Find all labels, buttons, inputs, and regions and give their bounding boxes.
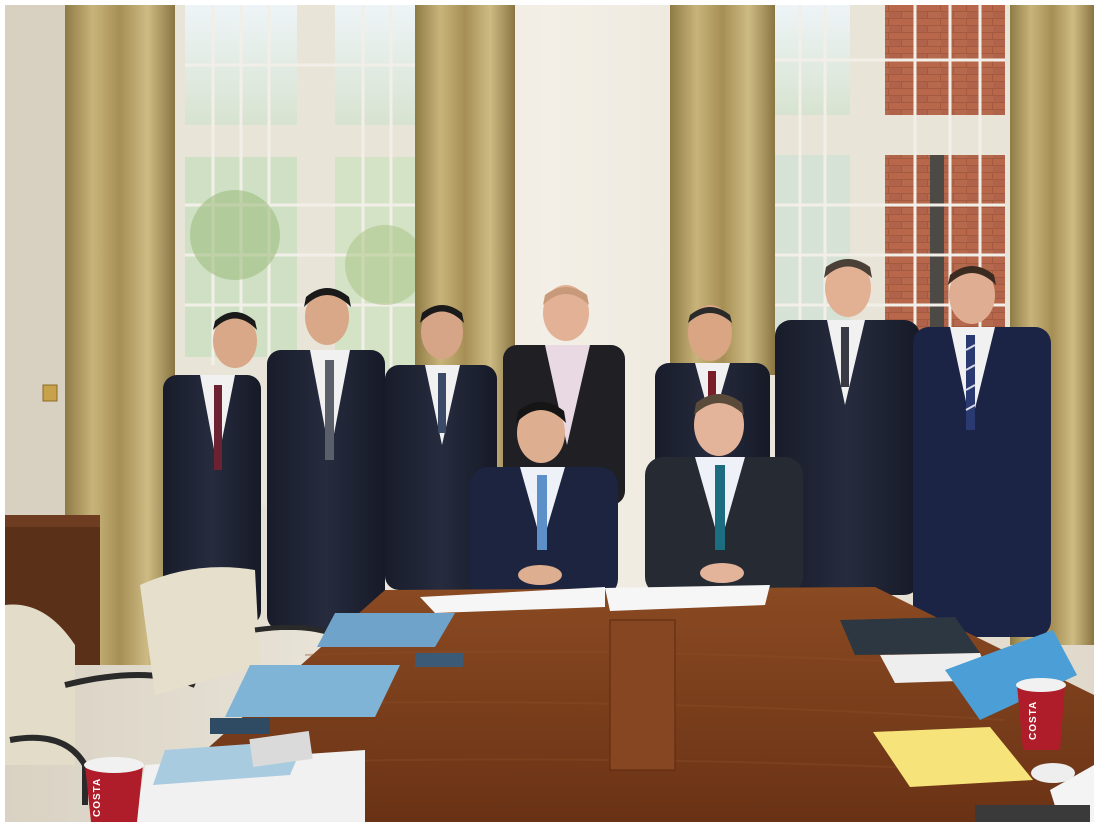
saucer [1031,763,1075,783]
sideboard-top [5,515,100,527]
table-center-panel [609,619,676,771]
cup-right: COSTA [1016,678,1066,750]
yellow-paper [873,727,1033,787]
person-standing-1 [163,312,261,625]
wall-switch [42,384,58,402]
person-standing-3 [385,305,497,590]
person-standing-7 [913,266,1051,637]
person-seated-left [470,402,618,597]
calculator [249,730,313,768]
seated-group [470,394,803,597]
photo-canvas: COSTA COSTA [5,5,1094,822]
phone [210,718,270,734]
folder-blue-1 [317,613,455,647]
signing-papers [420,587,605,613]
folder-blue-right [945,630,1077,720]
left-wall-shadow [5,5,75,525]
person-standing-6 [775,259,920,595]
signing-papers-right [605,585,770,611]
meeting-room-photo: COSTA COSTA [5,5,1094,822]
folder-blue-2 [225,665,400,717]
person-standing-2 [267,288,385,630]
keyboard [975,805,1090,822]
cup-left: COSTA [84,757,144,822]
person-seated-right [645,394,803,595]
cup-left-brand: COSTA [92,778,103,817]
cup-right-brand: COSTA [1028,701,1039,740]
standing-group [163,259,1051,637]
folder-dark [840,617,980,655]
notepad [415,653,463,667]
